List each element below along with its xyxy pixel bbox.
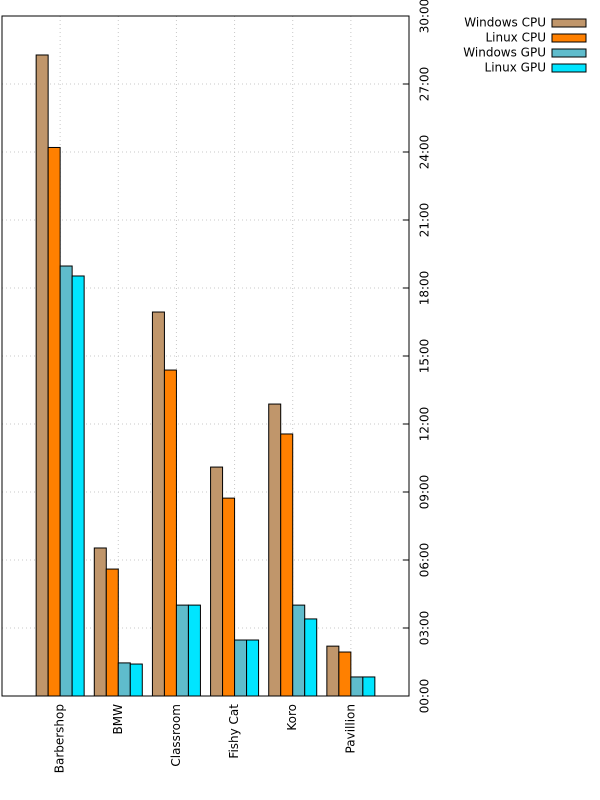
legend-swatch: [551, 18, 587, 28]
legend-swatch: [551, 48, 587, 58]
legend-label: Windows GPU: [463, 46, 546, 60]
bar: [246, 639, 260, 697]
legend-label: Linux GPU: [485, 61, 546, 75]
legend-swatch: [551, 63, 587, 73]
y-tick-label: 27:00: [418, 67, 432, 102]
bar: [175, 604, 189, 697]
legend-label: Linux CPU: [485, 31, 546, 45]
bar: [129, 663, 143, 697]
y-tick-label: 24:00: [418, 135, 432, 170]
bar: [105, 568, 119, 697]
legend-label: Windows CPU: [464, 16, 546, 30]
bar: [268, 403, 282, 697]
x-tick-label: Koro: [285, 704, 299, 731]
bar: [163, 369, 177, 697]
bar: [234, 639, 248, 697]
bar: [35, 54, 49, 697]
x-tick-label: BMW: [111, 704, 125, 735]
y-tick-label: 12:00: [418, 407, 432, 442]
bar: [350, 676, 364, 697]
bar: [338, 651, 352, 697]
bar: [292, 604, 306, 697]
bar: [362, 676, 376, 697]
x-tick-label: Classroom: [169, 704, 183, 767]
bar: [210, 466, 224, 697]
bar: [304, 618, 318, 697]
y-tick-label: 03:00: [418, 611, 432, 646]
bar: [222, 497, 236, 697]
y-tick-label: 15:00: [418, 339, 432, 374]
bar: [59, 265, 73, 697]
bar: [151, 311, 165, 697]
x-tick-label: Fishy Cat: [227, 704, 241, 759]
y-tick-label: 06:00: [418, 543, 432, 578]
y-tick-label: 00:00: [418, 679, 432, 714]
bar: [93, 547, 107, 697]
x-tick-label: Barbershop: [53, 704, 67, 773]
legend-swatch: [551, 33, 587, 43]
bar: [326, 645, 340, 697]
bar: [71, 275, 85, 697]
y-tick-label: 18:00: [418, 271, 432, 306]
y-tick-label: 30:00: [418, 0, 432, 33]
y-tick-label: 09:00: [418, 475, 432, 510]
bar: [47, 146, 61, 697]
y-tick-label: 21:00: [418, 203, 432, 238]
x-tick-label: Pavillion: [343, 704, 357, 753]
bar: [280, 433, 294, 697]
bar: [187, 604, 201, 697]
bar: [117, 662, 131, 697]
plot-frame: [1, 15, 410, 697]
